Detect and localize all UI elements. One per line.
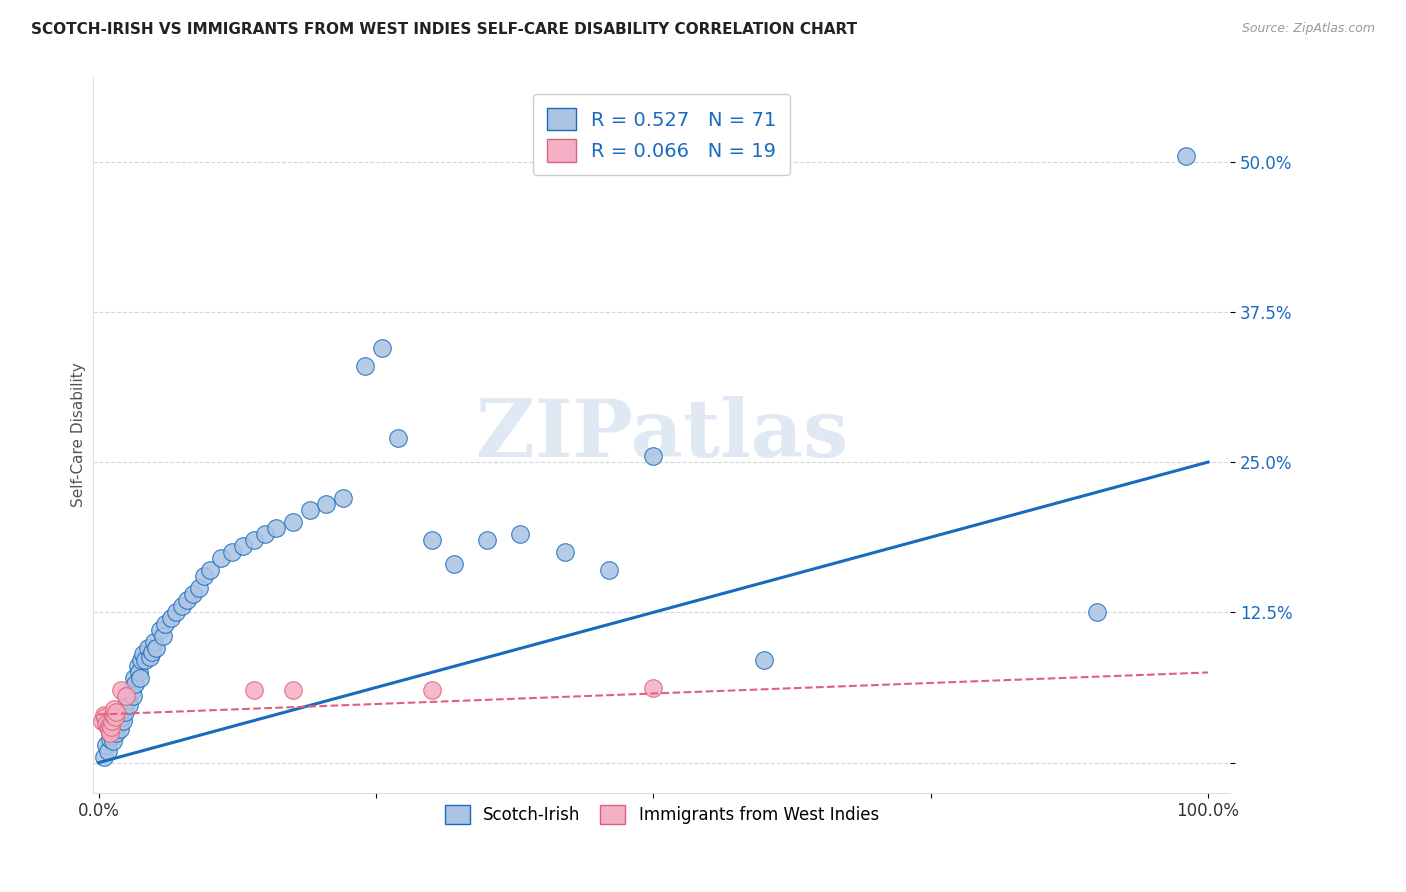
Point	[104, 722, 127, 736]
Point	[134, 653, 156, 667]
Point	[98, 731, 121, 746]
Point	[111, 710, 134, 724]
Point	[254, 527, 277, 541]
Point	[370, 341, 392, 355]
Point	[198, 563, 221, 577]
Point	[243, 533, 266, 548]
Point	[108, 722, 131, 736]
Point	[332, 491, 354, 505]
Point	[97, 720, 120, 734]
Point	[110, 683, 132, 698]
Point	[387, 431, 409, 445]
Point	[354, 359, 377, 373]
Point	[127, 659, 149, 673]
Point	[136, 641, 159, 656]
Point	[176, 593, 198, 607]
Point	[101, 734, 124, 748]
Point	[105, 705, 128, 719]
Point	[121, 683, 143, 698]
Point	[754, 653, 776, 667]
Point	[107, 717, 129, 731]
Point	[91, 714, 114, 728]
Legend: Scotch-Irish, Immigrants from West Indies: Scotch-Irish, Immigrants from West Indie…	[434, 795, 889, 834]
Point	[118, 698, 141, 712]
Point	[1085, 605, 1108, 619]
Point	[117, 693, 139, 707]
Point	[103, 701, 125, 715]
Point	[93, 749, 115, 764]
Point	[443, 558, 465, 572]
Point	[420, 533, 443, 548]
Point	[281, 515, 304, 529]
Point	[315, 497, 337, 511]
Point	[509, 527, 531, 541]
Point	[101, 714, 124, 728]
Point	[281, 683, 304, 698]
Point	[165, 605, 187, 619]
Point	[104, 710, 127, 724]
Point	[149, 624, 172, 638]
Point	[122, 690, 145, 704]
Point	[124, 677, 146, 691]
Point	[143, 635, 166, 649]
Point	[139, 649, 162, 664]
Point	[103, 720, 125, 734]
Point	[243, 683, 266, 698]
Point	[170, 599, 193, 614]
Point	[112, 714, 135, 728]
Point	[264, 521, 287, 535]
Point	[93, 707, 115, 722]
Point	[105, 725, 128, 739]
Point	[554, 545, 576, 559]
Point	[145, 641, 167, 656]
Point	[155, 617, 177, 632]
Point	[193, 569, 215, 583]
Point	[129, 653, 152, 667]
Point	[160, 611, 183, 625]
Y-axis label: Self-Care Disability: Self-Care Disability	[72, 363, 86, 508]
Point	[97, 743, 120, 757]
Point	[115, 690, 138, 704]
Point	[110, 707, 132, 722]
Point	[128, 665, 150, 680]
Point	[112, 701, 135, 715]
Point	[96, 738, 118, 752]
Point	[152, 629, 174, 643]
Point	[475, 533, 498, 548]
Point	[118, 686, 141, 700]
Point	[114, 705, 136, 719]
Point	[141, 645, 163, 659]
Point	[209, 551, 232, 566]
Point	[598, 563, 620, 577]
Text: SCOTCH-IRISH VS IMMIGRANTS FROM WEST INDIES SELF-CARE DISABILITY CORRELATION CHA: SCOTCH-IRISH VS IMMIGRANTS FROM WEST IND…	[31, 22, 858, 37]
Point	[100, 720, 122, 734]
Point	[187, 582, 209, 596]
Point	[98, 725, 121, 739]
Point	[101, 707, 124, 722]
Point	[97, 722, 120, 736]
Point	[420, 683, 443, 698]
Point	[232, 539, 254, 553]
Point	[132, 648, 155, 662]
Point	[98, 725, 121, 739]
Text: Source: ZipAtlas.com: Source: ZipAtlas.com	[1241, 22, 1375, 36]
Point	[221, 545, 243, 559]
Point	[107, 714, 129, 728]
Point	[101, 729, 124, 743]
Text: ZIPatlas: ZIPatlas	[475, 396, 848, 474]
Point	[94, 710, 117, 724]
Point	[115, 690, 138, 704]
Point	[181, 587, 204, 601]
Point	[122, 672, 145, 686]
Point	[298, 503, 321, 517]
Point	[96, 717, 118, 731]
Point	[1174, 148, 1197, 162]
Point	[643, 681, 665, 695]
Point	[128, 672, 150, 686]
Point	[643, 449, 665, 463]
